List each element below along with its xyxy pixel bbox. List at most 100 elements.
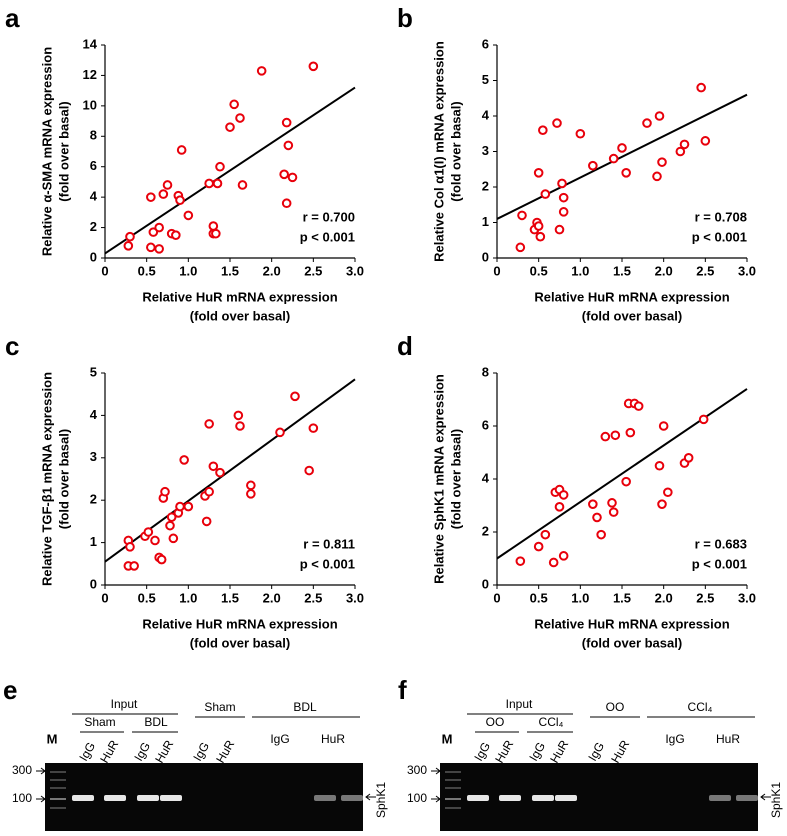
point bbox=[154, 244, 164, 254]
gel-label: HuR bbox=[547, 737, 571, 765]
arrow bbox=[365, 793, 376, 801]
ladder-band bbox=[445, 771, 461, 773]
point bbox=[201, 516, 212, 527]
gel-label: OO bbox=[606, 700, 625, 714]
point bbox=[156, 554, 167, 565]
ladder-band bbox=[50, 787, 66, 789]
x-tick-label: 1.5 bbox=[613, 590, 631, 605]
gel-label: HuR bbox=[492, 737, 516, 765]
point bbox=[575, 128, 586, 139]
y-tick-label: 4 bbox=[90, 189, 98, 204]
point bbox=[558, 490, 569, 500]
point bbox=[663, 487, 673, 498]
gel-label: IgG bbox=[526, 740, 548, 764]
point bbox=[233, 410, 244, 421]
ladder-band bbox=[445, 787, 461, 789]
gel-label: SphK1 bbox=[769, 782, 783, 818]
point bbox=[698, 414, 709, 425]
ladder-band bbox=[50, 771, 66, 773]
point bbox=[617, 143, 627, 153]
x-tick-label: 0.5 bbox=[138, 590, 156, 605]
point bbox=[608, 153, 619, 164]
gel-label: CCl₄ bbox=[688, 700, 713, 714]
point bbox=[557, 178, 567, 189]
x-tick-label: 0 bbox=[101, 590, 108, 605]
point bbox=[125, 231, 135, 242]
y-tick-label: 12 bbox=[83, 67, 97, 82]
y-axis-label: Relative α-SMA mRNA expression bbox=[39, 47, 54, 256]
point bbox=[183, 501, 194, 512]
point bbox=[657, 157, 667, 167]
point bbox=[212, 178, 223, 189]
point bbox=[533, 541, 544, 552]
ladder-band bbox=[445, 798, 461, 800]
x-tick-label: 0.5 bbox=[138, 263, 156, 278]
gel-label: HuR bbox=[321, 732, 345, 746]
point bbox=[633, 401, 644, 411]
band bbox=[736, 795, 758, 801]
gel bbox=[45, 763, 363, 831]
panel-label: c bbox=[5, 331, 19, 361]
point bbox=[696, 82, 706, 93]
arrow bbox=[36, 767, 46, 775]
y-tick-label: 2 bbox=[90, 492, 97, 507]
gel-label: f bbox=[398, 675, 407, 705]
band bbox=[467, 795, 489, 801]
fit-line bbox=[104, 86, 356, 255]
point bbox=[652, 171, 662, 182]
y-tick-label: 2 bbox=[482, 178, 489, 193]
point bbox=[150, 535, 160, 546]
y-tick-label: 5 bbox=[482, 72, 489, 87]
annotation: r = 0.700 bbox=[303, 209, 355, 224]
point bbox=[654, 460, 665, 471]
x-tick-label: 2.0 bbox=[263, 263, 281, 278]
point bbox=[625, 427, 636, 438]
x-tick-label: 1.0 bbox=[571, 263, 589, 278]
y-tick-label: 5 bbox=[90, 364, 97, 379]
x-tick-label: 2.5 bbox=[696, 590, 714, 605]
point bbox=[256, 66, 267, 76]
point bbox=[621, 168, 631, 178]
y-tick-label: 0 bbox=[482, 576, 489, 591]
y-tick-label: 2 bbox=[482, 523, 489, 538]
point bbox=[175, 501, 185, 512]
y-tick-label: 3 bbox=[90, 449, 97, 464]
x-tick-label: 1.5 bbox=[613, 263, 631, 278]
y-tick-label: 0 bbox=[90, 576, 97, 591]
gel-label: HuR bbox=[716, 732, 740, 746]
point bbox=[657, 499, 667, 509]
x-tick-label: 0.5 bbox=[530, 263, 548, 278]
gel-label: HuR bbox=[152, 737, 176, 765]
gel-label: IgG bbox=[270, 732, 289, 746]
point bbox=[533, 221, 544, 231]
x-tick-label: 0 bbox=[493, 590, 500, 605]
y-tick-label: 0 bbox=[482, 249, 489, 264]
ladder-band bbox=[445, 779, 461, 781]
point bbox=[304, 465, 314, 476]
point bbox=[123, 241, 134, 251]
x-axis-label: (fold over basal) bbox=[190, 308, 290, 323]
point bbox=[675, 146, 686, 157]
point bbox=[183, 210, 194, 221]
gel-label: IgG bbox=[131, 740, 153, 764]
x-axis-label: (fold over basal) bbox=[190, 635, 290, 650]
y-tick-label: 8 bbox=[90, 128, 97, 143]
point bbox=[143, 527, 154, 537]
chart: d 0 2 4 6 8 0 0.5 1.0 1.5 2.0 2.5 3.0 Relative SphK1 … bbox=[397, 331, 756, 651]
chart: c 0 1 2 3 4 5 0 0.5 1.0 1.5 2.0 2.5 3.0 Relative TGF-β… bbox=[5, 331, 364, 651]
point bbox=[283, 140, 294, 151]
fit-line bbox=[496, 93, 748, 220]
band bbox=[709, 795, 731, 801]
x-tick-label: 0.5 bbox=[530, 590, 548, 605]
x-tick-label: 3.0 bbox=[738, 263, 756, 278]
point bbox=[279, 169, 289, 180]
point bbox=[208, 221, 219, 231]
point bbox=[290, 391, 300, 402]
band bbox=[137, 795, 159, 801]
x-tick-label: 3.0 bbox=[738, 590, 756, 605]
point bbox=[281, 198, 292, 209]
gel-label: BDL bbox=[144, 715, 168, 729]
